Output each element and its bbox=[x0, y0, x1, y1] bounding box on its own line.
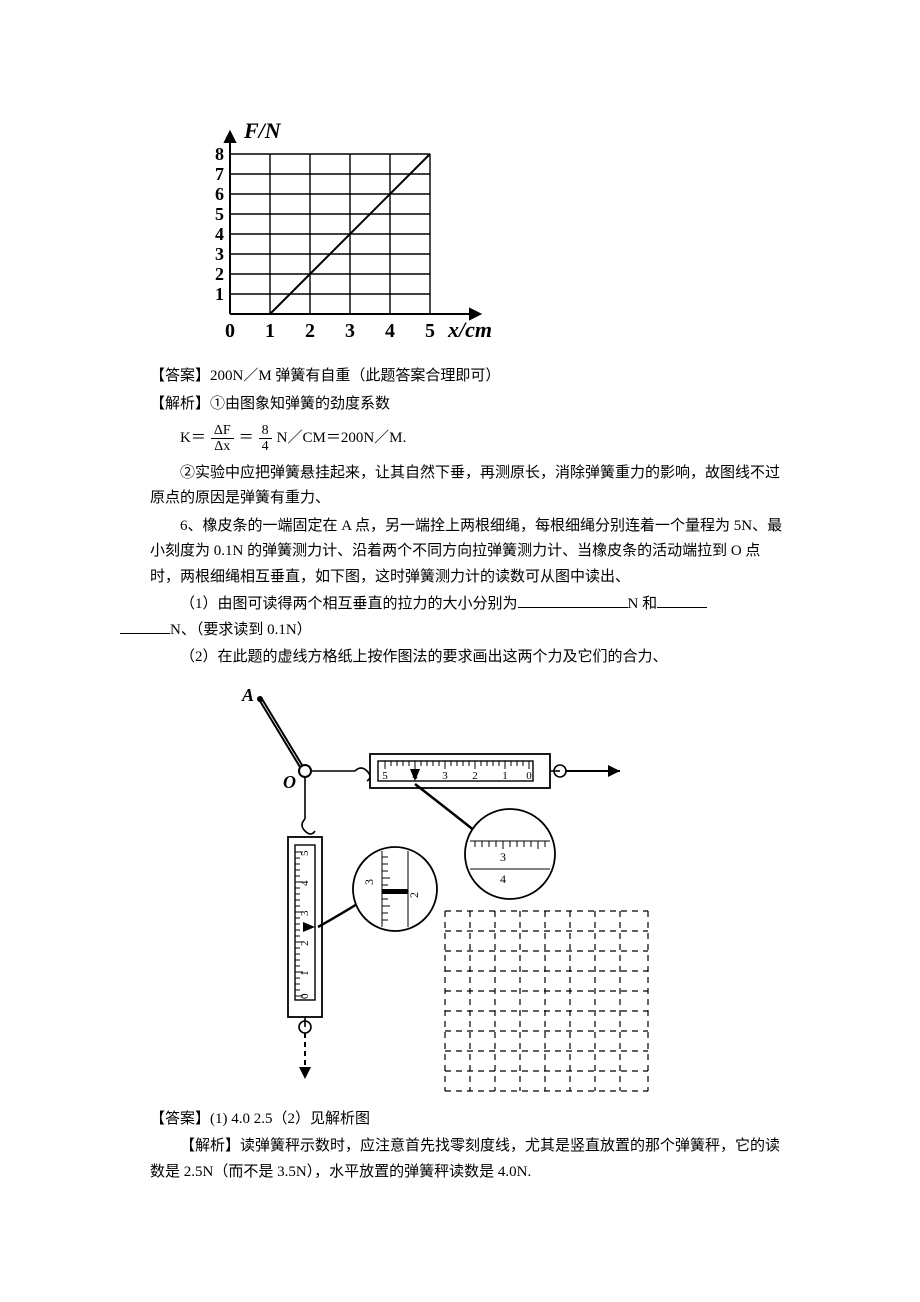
apparatus-figure: A O bbox=[200, 679, 790, 1099]
frac1-den: Δx bbox=[211, 439, 233, 454]
xtick-3: 3 bbox=[345, 320, 355, 342]
analysis2-text: 读弹簧秤示数时，应注意首先找零刻度线，尤其是竖直放置的那个弹簧秤，它的读数是 2… bbox=[150, 1138, 780, 1180]
label-A: A bbox=[241, 685, 254, 705]
xtick-5: 5 bbox=[425, 320, 435, 342]
xtick-2: 2 bbox=[305, 320, 315, 342]
spring-chart-svg: 1 2 3 4 5 6 7 8 0 1 2 3 4 5 F/N x/cm bbox=[180, 114, 520, 354]
frac2-den: 4 bbox=[259, 439, 272, 454]
v-tick-2: 2 bbox=[299, 940, 311, 946]
xtick-4: 4 bbox=[385, 320, 395, 342]
zoom-v-right: 2 bbox=[407, 892, 421, 898]
ytick-1: 1 bbox=[215, 284, 224, 304]
formula-eq1: ＝ bbox=[239, 426, 254, 452]
grid-paper bbox=[445, 911, 648, 1091]
x-axis-label: x/cm bbox=[447, 317, 492, 342]
formula-rhs: N／CM＝200N／M. bbox=[277, 426, 407, 452]
problem6-stem: 6、橡皮条的一端固定在 A 点，另一端拴上两根细绳，每根细绳分别连着一个量程为 … bbox=[150, 514, 790, 591]
h-tick-2: 2 bbox=[472, 770, 478, 782]
answer2-prefix: 【答案】 bbox=[150, 1111, 210, 1127]
answer1-text: 200N／M 弹簧有自重（此题答案合理即可） bbox=[210, 368, 500, 384]
v-tick-3: 3 bbox=[299, 910, 311, 916]
frac2-num: 8 bbox=[259, 423, 272, 439]
v-tick-4: 4 bbox=[299, 880, 311, 886]
ytick-3: 3 bbox=[215, 244, 224, 264]
q1-blank2 bbox=[657, 592, 707, 608]
ytick-7: 7 bbox=[215, 164, 224, 184]
h-zoom: 3 4 bbox=[465, 809, 555, 899]
v-tick-1: 1 bbox=[299, 970, 311, 976]
h-tick-3: 3 bbox=[442, 770, 448, 782]
formula-k: K＝ ΔF Δx ＝ 8 4 N／CM＝200N／M. bbox=[180, 423, 790, 455]
frac1-num: ΔF bbox=[211, 423, 234, 439]
analysis1-line1: 【解析】①由图象知弹簧的劲度系数 bbox=[150, 392, 790, 418]
xtick-0: 0 bbox=[225, 320, 235, 342]
answer2-text: (1) 4.0 2.5（2）见解析图 bbox=[210, 1111, 370, 1127]
apparatus-svg: A O bbox=[200, 679, 670, 1099]
ytick-4: 4 bbox=[215, 224, 224, 244]
ytick-2: 2 bbox=[215, 264, 224, 284]
zoom-h-top: 3 bbox=[500, 850, 506, 864]
analysis1-prefix: 【解析】 bbox=[150, 396, 210, 412]
label-O: O bbox=[283, 772, 296, 792]
problem6-q2: （2）在此题的虚线方格纸上按作图法的要求画出这两个力及它们的合力、 bbox=[150, 645, 790, 671]
analysis2-line: 【解析】读弹簧秤示数时，应注意首先找零刻度线，尤其是竖直放置的那个弹簧秤，它的读… bbox=[150, 1134, 790, 1185]
h-tick-5: 5 bbox=[382, 770, 388, 782]
frac1: ΔF Δx bbox=[211, 423, 234, 455]
problem6-q1: （1）由图可读得两个相互垂直的拉力的大小分别为 N 和 N、（要求读到 0.1N） bbox=[150, 592, 790, 643]
answer1-line: 【答案】200N／M 弹簧有自重（此题答案合理即可） bbox=[150, 364, 790, 390]
answer1-prefix: 【答案】 bbox=[150, 368, 210, 384]
xtick-1: 1 bbox=[265, 320, 275, 342]
q1-mid: N 和 bbox=[628, 596, 658, 612]
zoom-h-bot: 4 bbox=[500, 872, 506, 886]
ytick-8: 8 bbox=[215, 144, 224, 164]
ytick-5: 5 bbox=[215, 204, 224, 224]
q1-blank3 bbox=[120, 618, 170, 634]
formula-lhs: K＝ bbox=[180, 426, 206, 452]
chart-figure: 1 2 3 4 5 6 7 8 0 1 2 3 4 5 F/N x/cm bbox=[180, 114, 790, 354]
q1-blank1 bbox=[518, 592, 628, 608]
h-tick-1: 1 bbox=[502, 770, 508, 782]
y-axis-label: F/N bbox=[243, 118, 282, 143]
ytick-6: 6 bbox=[215, 184, 224, 204]
frac2: 8 4 bbox=[259, 423, 272, 455]
v-tick-0: 0 bbox=[299, 993, 311, 999]
answer2-line: 【答案】(1) 4.0 2.5（2）见解析图 bbox=[150, 1107, 790, 1133]
q1-pre: （1）由图可读得两个相互垂直的拉力的大小分别为 bbox=[180, 596, 518, 612]
analysis1-line2: ②实验中应把弹簧悬挂起来，让其自然下垂，再测原长，消除弹簧重力的影响，故图线不过… bbox=[150, 461, 790, 512]
zoom-v-left: 3 bbox=[362, 879, 376, 885]
h-tick-0: 0 bbox=[526, 770, 532, 782]
analysis2-prefix: 【解析】 bbox=[180, 1138, 240, 1154]
v-zoom: 3 2 bbox=[353, 847, 437, 931]
q1-tail: N、（要求读到 0.1N） bbox=[170, 622, 312, 638]
v-tick-5: 5 bbox=[299, 850, 311, 856]
analysis1-text1: ①由图象知弹簧的劲度系数 bbox=[210, 396, 390, 412]
